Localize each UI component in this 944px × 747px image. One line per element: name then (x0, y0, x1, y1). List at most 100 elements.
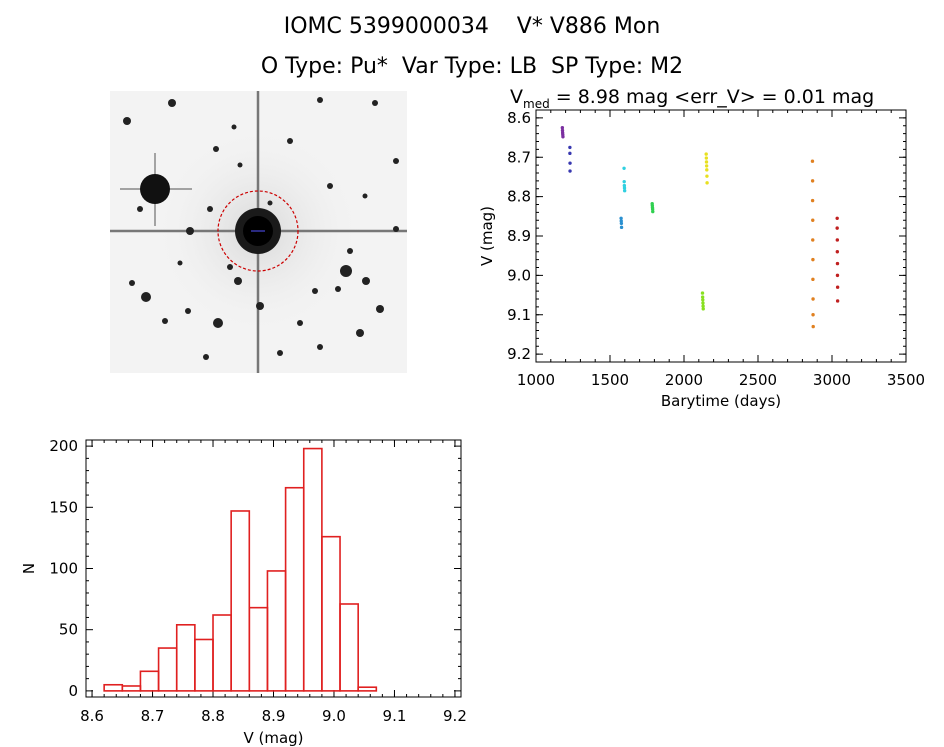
data-point (622, 189, 627, 193)
plot-frame (535, 109, 907, 363)
chart-title-line-1: IOMC 5399000034 V* V886 Mon (283, 14, 661, 39)
data-point (622, 183, 627, 188)
data-point (568, 169, 572, 173)
data-point (704, 164, 709, 168)
y-tick-label: 0 (68, 682, 78, 700)
data-point (622, 166, 626, 170)
y-tick-label: 9.2 (507, 345, 531, 363)
data-point (705, 181, 709, 185)
data-point (811, 238, 815, 242)
y-tick-label: 200 (49, 437, 78, 455)
data-point (811, 297, 815, 301)
histogram-bar (157, 647, 178, 692)
data-point (811, 218, 815, 222)
y-tick-label: 8.7 (507, 148, 531, 166)
y-tick-label: 9.1 (507, 306, 531, 324)
data-point (561, 135, 565, 139)
histogram-bar (302, 447, 323, 692)
y-tick-label: 8.9 (507, 227, 531, 245)
data-point (810, 159, 815, 163)
x-axis-label: V (mag) (243, 729, 303, 747)
data-point (701, 301, 705, 305)
data-point (704, 152, 708, 156)
data-point (811, 313, 815, 317)
data-point (650, 207, 655, 211)
finder-chart-image (110, 91, 407, 373)
data-point (619, 216, 623, 220)
x-tick-label: 3500 (887, 371, 925, 389)
data-point (560, 126, 565, 130)
data-point (701, 298, 705, 302)
histogram-bar (266, 570, 287, 692)
y-tick-label: 150 (49, 498, 78, 516)
x-tick-label: 8.9 (262, 707, 286, 725)
data-point (650, 202, 654, 206)
data-point (835, 250, 840, 254)
y-tick-label: 8.8 (507, 188, 531, 206)
data-point (704, 156, 709, 160)
histogram-bar (230, 510, 251, 692)
data-point (835, 299, 840, 303)
bright-star (140, 174, 170, 204)
data-point (619, 219, 623, 223)
histogram-bar (194, 638, 214, 692)
y-tick-label: 9.0 (507, 266, 531, 284)
data-point (622, 179, 626, 184)
field-stars (123, 97, 399, 360)
y-axis-label: N (20, 563, 38, 574)
data-point (568, 161, 572, 165)
data-point (701, 307, 705, 311)
plot-frame (85, 439, 462, 698)
data-point (700, 291, 705, 295)
y-tick-label: 50 (59, 621, 78, 639)
data-point (811, 277, 815, 282)
stats-text: = 8.98 mag <err_V> = 0.01 mag (549, 86, 875, 108)
histogram-bar (121, 685, 142, 692)
data-point (701, 304, 705, 308)
histogram-bar (139, 670, 160, 692)
magnitude-stats: Vmed = 8.98 mag <err_V> = 0.01 mag (510, 86, 874, 111)
histogram-bar (103, 683, 124, 692)
finder-chart-svg (110, 91, 407, 373)
x-tick-label: 9.2 (443, 707, 467, 725)
x-tick-label: 2000 (665, 371, 703, 389)
x-tick-label: 2500 (739, 371, 777, 389)
stats-subscript: med (523, 96, 550, 111)
histogram-bar (339, 603, 359, 692)
x-tick-label: 8.7 (141, 707, 165, 725)
data-point (835, 216, 839, 220)
data-point (835, 238, 840, 242)
data-point (835, 226, 839, 230)
y-tick-label: 100 (49, 560, 78, 578)
data-point (650, 205, 655, 210)
x-tick-label: 9.0 (322, 707, 346, 725)
data-point (811, 257, 815, 262)
data-point (705, 174, 709, 178)
data-point (705, 168, 709, 172)
histogram-bar (212, 614, 232, 692)
data-point (560, 131, 565, 135)
data-point (704, 160, 709, 164)
y-axis-label: V (mag) (478, 206, 496, 266)
histogram-bar (284, 486, 305, 692)
data-point (835, 285, 840, 289)
data-point (835, 261, 840, 266)
data-point (650, 203, 655, 208)
stats-symbol: V (510, 86, 523, 108)
x-tick-label: 3000 (813, 371, 851, 389)
data-point (810, 198, 815, 203)
data-point (561, 133, 565, 137)
x-tick-label: 8.6 (80, 707, 104, 725)
y-tick-label: 8.6 (507, 109, 531, 127)
data-point (560, 128, 565, 133)
x-tick-label: 9.1 (383, 707, 407, 725)
data-point (622, 186, 627, 190)
x-tick-label: 1500 (591, 371, 629, 389)
x-axis-label: Barytime (days) (661, 392, 781, 410)
data-point (810, 179, 815, 183)
data-point (619, 225, 624, 230)
x-tick-label: 1000 (517, 371, 555, 389)
data-point (568, 151, 572, 156)
x-tick-label: 8.8 (201, 707, 225, 725)
target-circle (217, 190, 299, 272)
